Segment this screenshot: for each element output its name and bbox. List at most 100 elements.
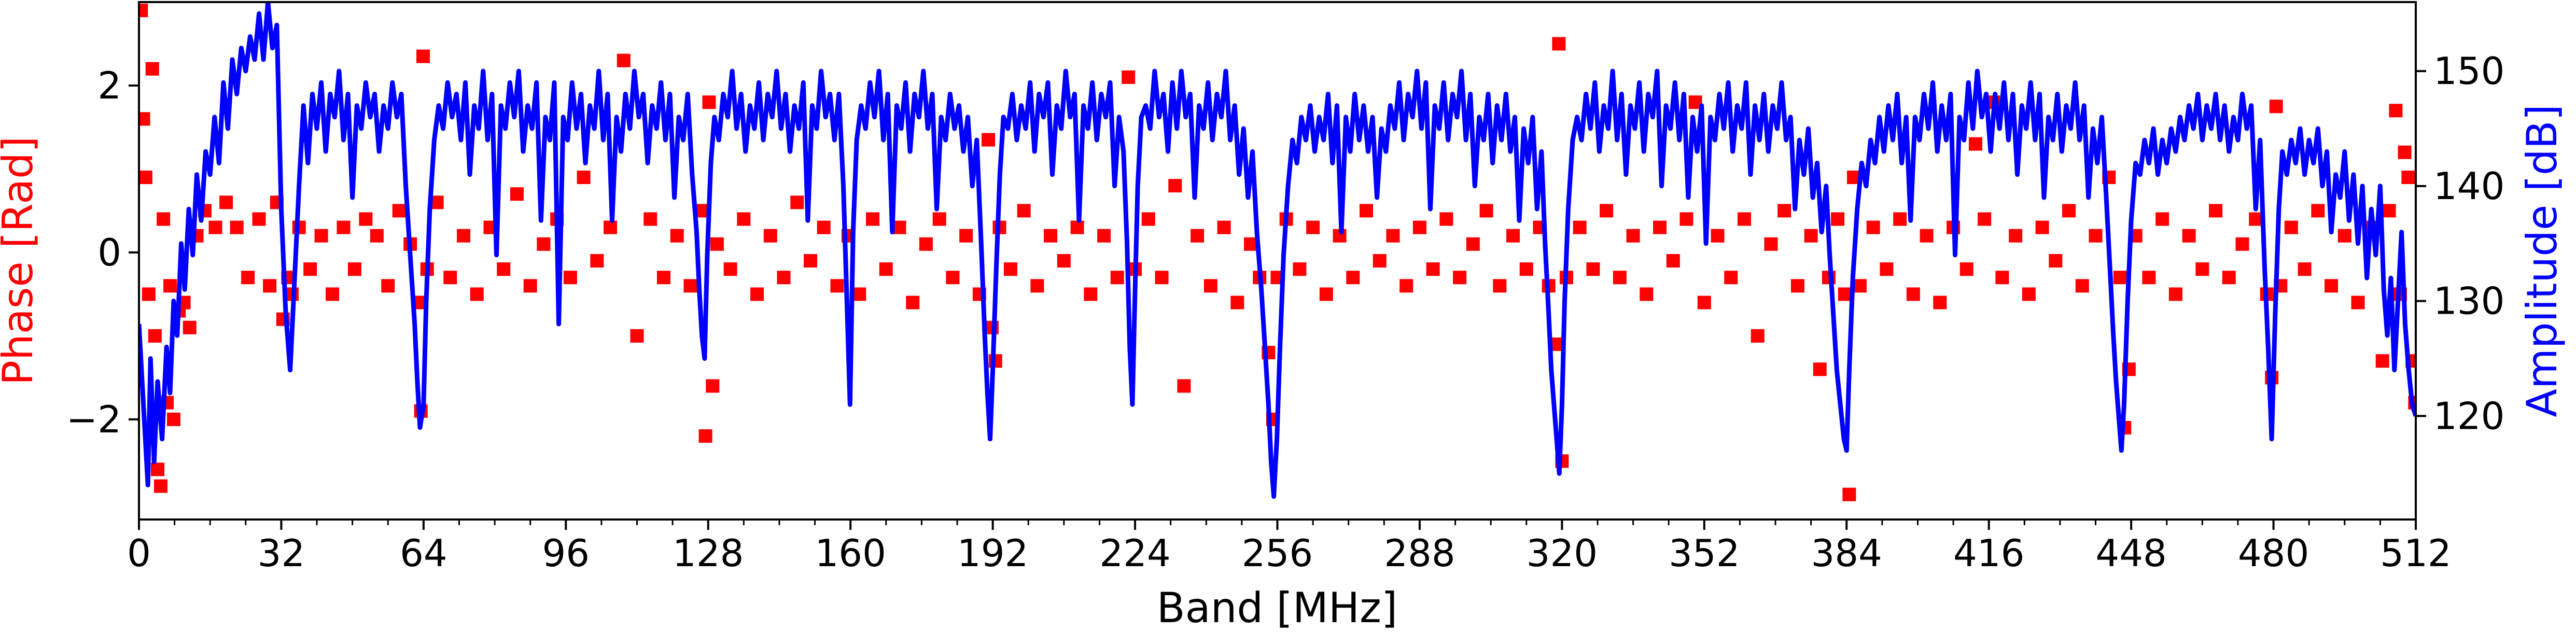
x-tick-label: 448 [2095,531,2166,575]
phase-point [590,254,604,268]
phase-point [852,287,866,301]
x-tick-label: 480 [2238,531,2309,575]
phase-point [2389,104,2403,118]
phase-point [604,220,618,234]
phase-point [577,171,591,185]
phase-point [2049,254,2063,268]
phase-point [252,212,266,226]
phase-point [157,212,171,226]
phase-point [1751,329,1765,343]
phase-point [804,254,818,268]
phase-point [303,262,317,276]
phase-point [1319,287,1333,301]
phase-point [1230,296,1244,310]
phase-point [537,237,551,251]
phase-point [1003,262,1017,276]
phase-point [710,237,724,251]
phase-point [154,479,168,493]
phase-points [139,4,2416,501]
phase-point [2298,262,2312,276]
phase-point [2155,212,2169,226]
x-tick-label: 256 [1242,531,1313,575]
x-tick-label: 512 [2380,531,2451,575]
phase-point [2195,262,2209,276]
phase-point [702,95,716,109]
phase-point [416,49,430,63]
phase-point [1506,229,1520,243]
phase-point [1711,229,1725,243]
phase-point [510,187,524,201]
y-right-axis: 120 130 140 150 [2416,49,2504,438]
phase-point [2222,271,2236,285]
phase-point [139,4,148,18]
phase-point [2209,204,2223,218]
phase-point [1110,271,1124,285]
phase-point [1373,254,1387,268]
phase-point [1790,279,1804,293]
phase-point [142,287,156,301]
x-tick-label: 352 [1669,531,1740,575]
phase-point [457,229,471,243]
phase-point [563,271,577,285]
phase-point [2249,212,2263,226]
phase-point [1191,229,1205,243]
phase-point [2284,220,2298,234]
y-right-tick-label: 150 [2433,49,2504,93]
phase-point [1177,379,1191,393]
phase-point [1838,287,1852,301]
y-right-axis-label: Amplitude [dB] [2518,104,2566,417]
phase-point [670,229,684,243]
phase-point [1866,220,1880,234]
phase-point [866,212,880,226]
phase-point [1842,487,1856,501]
phase-point [2009,229,2023,243]
phase-point [1893,212,1907,226]
phase-point [1426,262,1440,276]
phase-point [879,262,893,276]
phase-point [2168,287,2182,301]
phase-point [230,220,244,234]
phase-point [2062,204,2076,218]
phase-point [1155,271,1169,285]
y-left-axis-label: Phase [Rad] [0,136,42,385]
phase-point [1479,204,1493,218]
phase-point [959,229,973,243]
x-tick-label: 160 [815,531,886,575]
phase-point [2398,145,2412,159]
phase-point [2382,204,2396,218]
phase-point [208,220,222,234]
phase-point [470,287,484,301]
y-left-tick-label: 0 [97,231,121,274]
x-tick-label: 416 [1953,531,2024,575]
phase-point [1906,287,1920,301]
phase-point [1853,279,1867,293]
y-right-tick-label: 120 [2433,394,2504,438]
phase-point [630,329,644,343]
phase-point [139,112,150,126]
phase-point [1626,229,1640,243]
phase-point [1439,212,1453,226]
phase-point [706,379,720,393]
phase-point [163,279,177,293]
phase-point [1764,237,1778,251]
phase-point [370,229,384,243]
phase-point [750,287,764,301]
phase-point [1737,212,1751,226]
phase-point [1168,179,1182,193]
phase-point [1831,212,1845,226]
phase-point [1293,262,1307,276]
x-axis: 0 32 64 96 128 160 192 224 256 288 320 352 384 416 448… [127,519,2452,575]
phase-point [1573,220,1587,234]
phase-point [656,271,670,285]
phase-point [145,62,159,76]
phase-point [2035,220,2049,234]
phase-point [1017,204,1031,218]
phase-point [1070,220,1084,234]
x-tick-label: 320 [1527,531,1598,575]
phase-point [1995,271,2009,285]
phase-point [1084,287,1098,301]
x-tick-label: 192 [957,531,1028,575]
phase-point [1777,204,1791,218]
phase-point [314,229,328,243]
phase-point [1412,220,1426,234]
